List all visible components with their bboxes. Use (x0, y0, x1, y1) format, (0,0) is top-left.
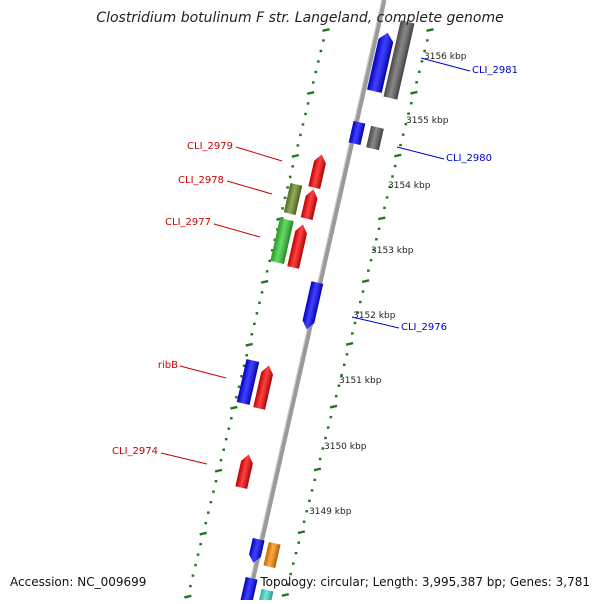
ruler-major-tick (306, 90, 315, 95)
gene-shading (258, 588, 274, 604)
gene-shading (283, 183, 303, 215)
label-leader-line (396, 146, 445, 160)
gene-label-cli-2980[interactable]: CLI_2980 (446, 153, 492, 164)
scale-label: 3154 kbp (388, 181, 431, 191)
gene-feature (308, 154, 326, 189)
ruler-major-tick (214, 468, 223, 473)
gene-shading (366, 125, 384, 151)
gene-feature (287, 224, 307, 269)
ruler-major-tick (281, 592, 290, 597)
gene-features (235, 20, 415, 604)
gene-label-cli-2978[interactable]: CLI_2978 (178, 175, 224, 186)
ruler-major-tick (410, 90, 418, 95)
label-leader-line (351, 316, 400, 329)
gene-label-ribb[interactable]: ribB (158, 360, 178, 371)
scale-label: 3156 kbp (424, 52, 467, 62)
ruler-major-tick (345, 341, 354, 346)
genome-title: Clostridium botulinum F str. Langeland, … (96, 10, 504, 26)
scale-label: 3155 kbp (406, 116, 449, 126)
gene-feature (258, 588, 274, 604)
ruler-major-tick (230, 405, 238, 410)
ruler-major-tick (426, 28, 434, 32)
scale-label: 3151 kbp (339, 376, 382, 386)
gene-label-cli-2979[interactable]: CLI_2979 (187, 141, 233, 152)
gene-feature (300, 189, 318, 220)
ruler-major-tick (291, 153, 300, 158)
ruler-major-tick (329, 404, 338, 409)
label-leader-line (420, 57, 471, 72)
gene-shading (308, 154, 326, 189)
scale-label: 3150 kbp (324, 442, 367, 452)
gene-label-cli-2976[interactable]: CLI_2976 (401, 322, 447, 333)
gene-shading (287, 224, 307, 269)
gene-feature (367, 32, 394, 93)
gene-shading (270, 217, 294, 265)
gene-feature (366, 125, 384, 151)
scale-label: 3149 kbp (309, 507, 352, 517)
accession-text: Accession: NC_009699 (10, 575, 147, 589)
scale-label: 3152 kbp (353, 311, 396, 321)
gene-shading (383, 20, 415, 100)
ruler-major-tick (313, 467, 322, 472)
gene-feature (249, 537, 265, 563)
gene-shading (367, 32, 394, 93)
ruler-major-tick (394, 153, 402, 158)
gene-shading (236, 359, 260, 405)
ruler-major-tick (297, 530, 306, 535)
gene-feature (236, 359, 260, 405)
label-leader-line (160, 452, 208, 465)
gene-label-cli-2977[interactable]: CLI_2977 (165, 217, 211, 228)
gene-feature (383, 20, 415, 100)
ruler-major-tick (322, 28, 330, 32)
label-leader-line (226, 180, 273, 195)
genome-summary-text: Topology: circular; Length: 3,995,387 bp… (260, 575, 590, 589)
gene-shading (249, 537, 265, 563)
gene-label-cli-2974[interactable]: CLI_2974 (112, 446, 158, 457)
ruler-major-tick (199, 531, 207, 536)
gene-label-cli-2981[interactable]: CLI_2981 (472, 65, 518, 76)
gene-shading (253, 365, 273, 410)
gene-shading (263, 541, 281, 569)
gene-feature (235, 454, 253, 489)
gene-shading (300, 189, 318, 220)
ruler-major-tick (184, 594, 192, 599)
gene-feature (283, 183, 303, 215)
label-leader-line (179, 365, 227, 379)
gene-feature (302, 281, 324, 330)
gene-feature (270, 217, 294, 265)
right-dotted-ruler (281, 28, 434, 597)
gene-shading (240, 576, 258, 604)
gene-feature (348, 120, 366, 146)
ruler-major-tick (361, 279, 370, 284)
label-leader-line (213, 223, 261, 238)
label-leader-line (235, 146, 283, 162)
gene-shading (235, 454, 253, 489)
ruler-major-tick (377, 216, 386, 221)
ruler-major-tick (245, 342, 254, 347)
gene-feature (263, 541, 281, 569)
gene-shading (302, 281, 324, 330)
ruler-major-tick (260, 279, 269, 284)
scale-label: 3153 kbp (371, 246, 414, 256)
gene-feature (240, 576, 258, 604)
gene-feature (253, 365, 273, 410)
label-leader-lines (160, 57, 471, 465)
gene-shading (348, 120, 366, 146)
